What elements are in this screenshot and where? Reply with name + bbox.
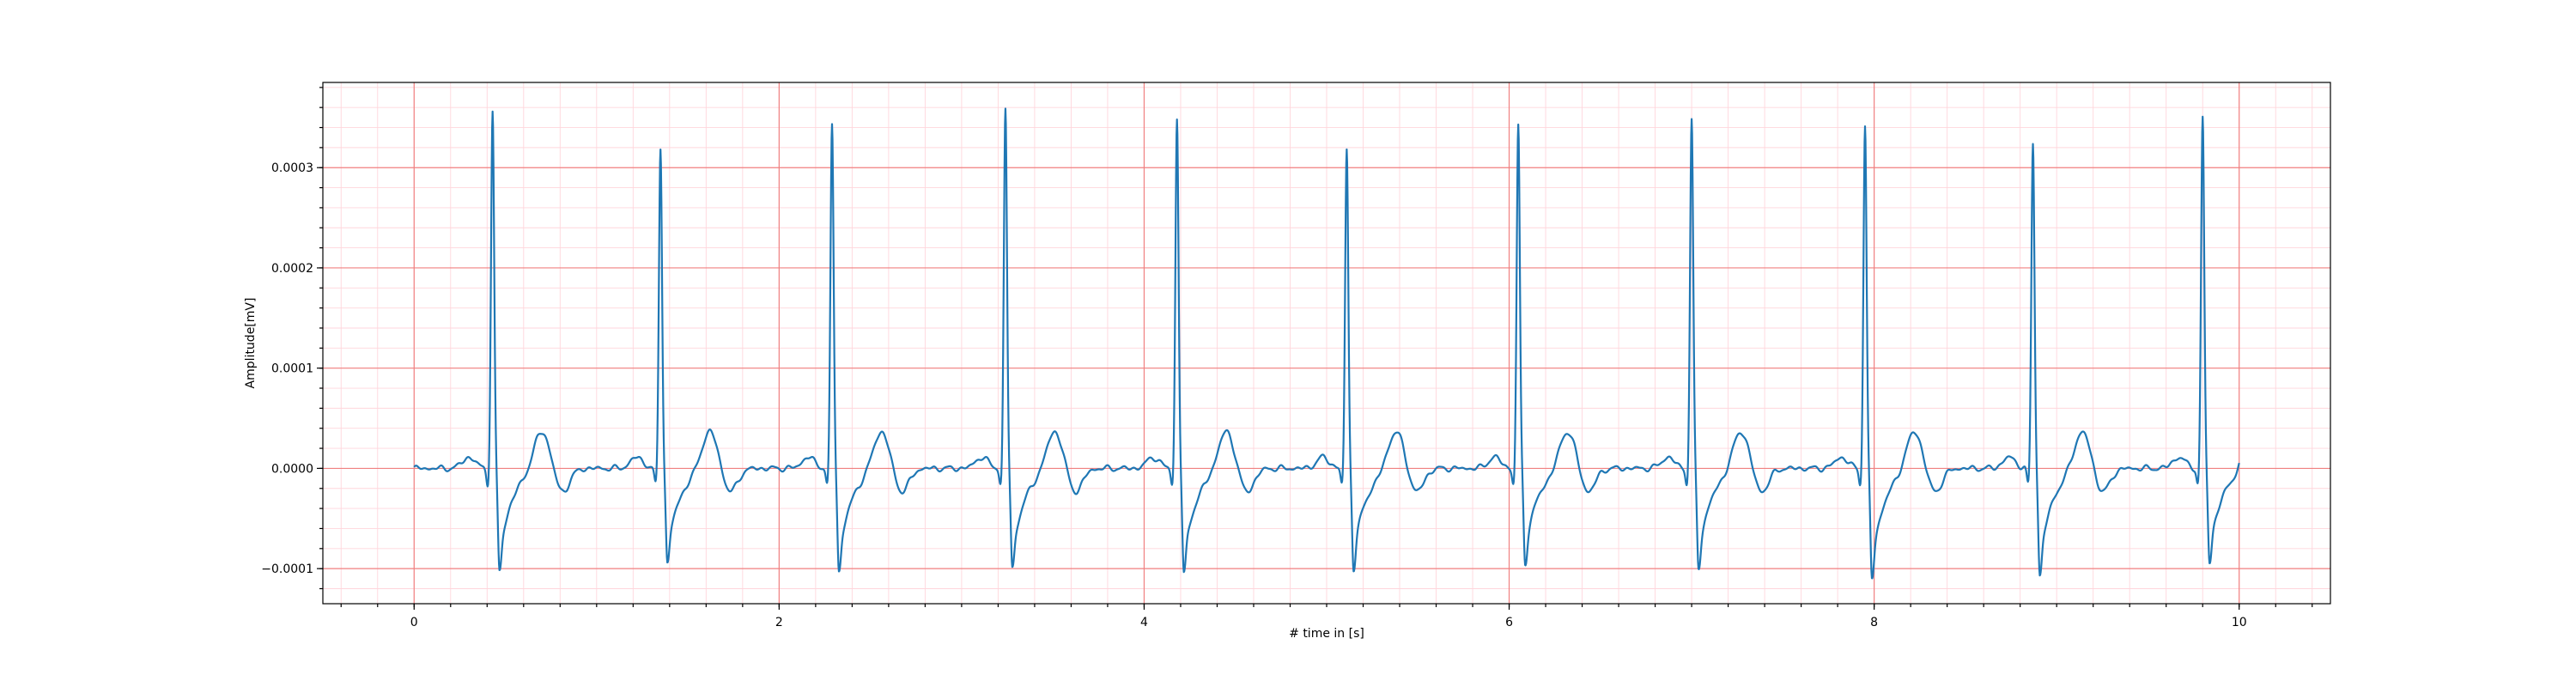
x-tick-label: 10 — [2232, 616, 2247, 629]
y-tick-label: 0.0002 — [271, 262, 313, 276]
y-tick-label: −0.0001 — [261, 562, 313, 576]
y-tick-label: 0.0000 — [271, 462, 313, 476]
y-tick-label: 0.0003 — [271, 161, 313, 175]
axis-ticks — [317, 87, 2313, 610]
x-tick-label: 2 — [775, 616, 783, 629]
y-axis-label: Amplitude[mV] — [244, 298, 258, 389]
x-tick-label: 6 — [1505, 616, 1513, 629]
x-tick-label: 8 — [1870, 616, 1878, 629]
x-axis-label: # time in [s] — [1289, 627, 1364, 641]
ecg-series-line — [413, 107, 2240, 580]
y-tick-label: 0.0001 — [271, 362, 313, 376]
axis-tick-labels: 0 2 4 6 8 10 −0.0001 0.0000 0.0001 0.0002 0.0003 — [261, 161, 2246, 629]
x-tick-label: 4 — [1140, 616, 1148, 629]
x-tick-label: 0 — [410, 616, 418, 629]
